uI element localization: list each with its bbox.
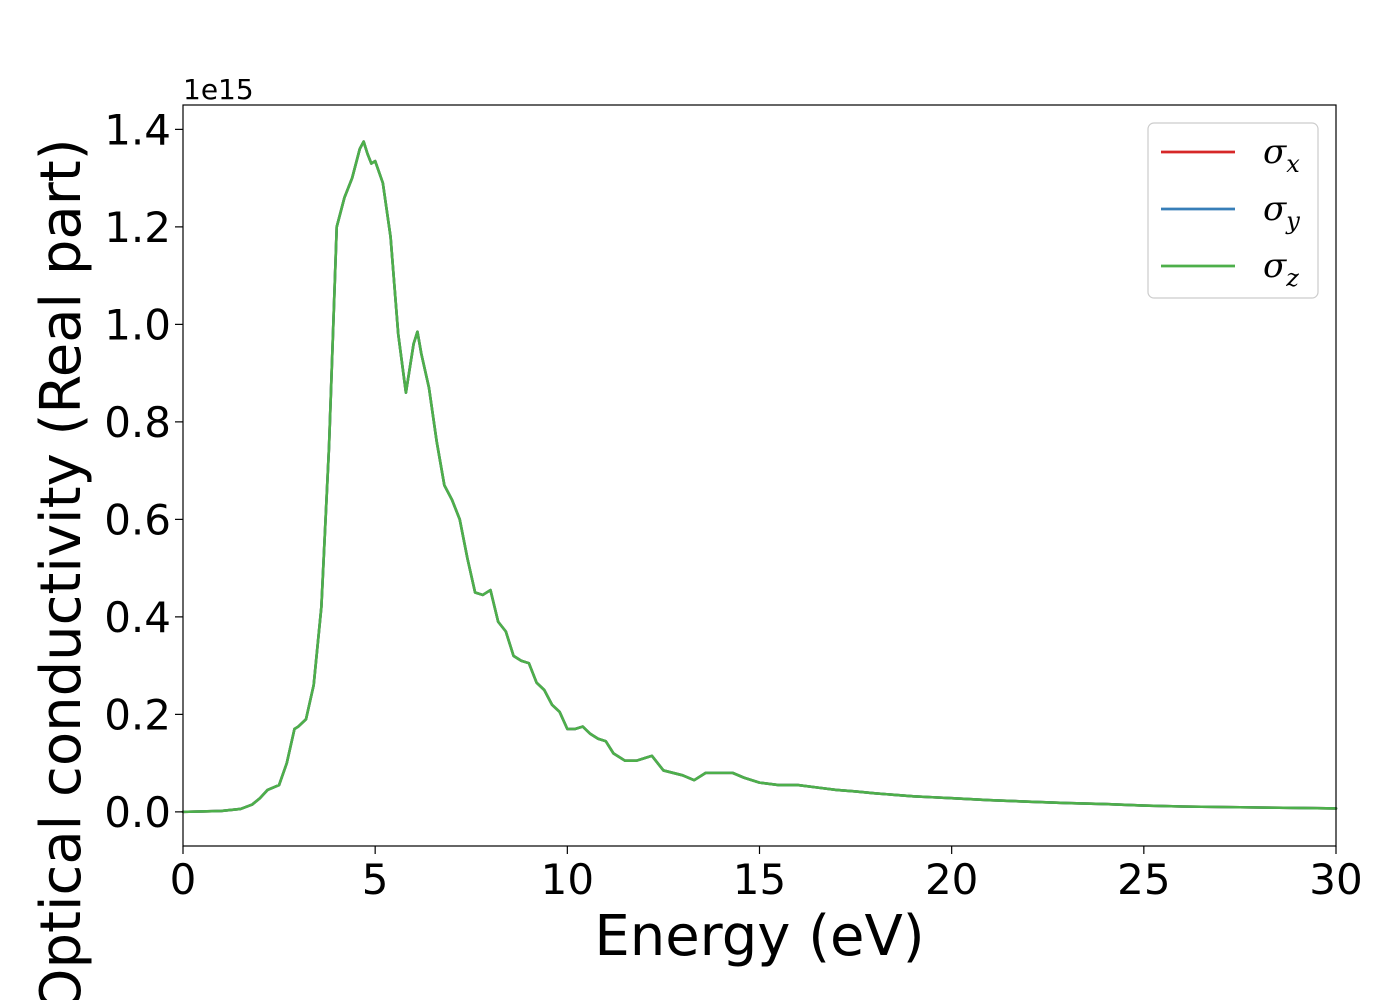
y-tick-label: 1.4	[104, 105, 171, 154]
x-axis-ticks: 0 5 10 15 20 25 30	[170, 846, 1363, 904]
y-tick-label: 0.6	[104, 495, 171, 544]
x-axis-title: Energy (eV)	[594, 904, 924, 969]
y-axis-offset-label: 1e15	[183, 73, 254, 106]
legend-label: σz	[1263, 246, 1299, 292]
x-tick-label: 10	[541, 855, 594, 904]
y-axis-title: Optical conductivity (Real part)	[29, 138, 94, 1000]
legend-label: σy	[1263, 189, 1300, 235]
y-tick-label: 0.8	[104, 398, 171, 447]
legend-label: σx	[1263, 132, 1300, 178]
series-layer	[181, 140, 1338, 814]
x-tick-label: 15	[733, 855, 786, 904]
series-line-sigma-z	[181, 140, 1338, 814]
x-tick-label: 30	[1309, 855, 1362, 904]
y-tick-label: 0.4	[104, 593, 171, 642]
y-axis-ticks: 0.0 0.2 0.4 0.6 0.8 1.0 1.2 1.4	[104, 105, 183, 837]
legend: σx σy σz	[1147, 122, 1319, 299]
y-tick-label: 1.0	[104, 300, 171, 349]
x-tick-label: 25	[1117, 855, 1170, 904]
y-tick-label: 1.2	[104, 203, 171, 252]
legend-box	[1147, 122, 1319, 299]
y-tick-label: 0.2	[104, 690, 171, 739]
x-tick-label: 20	[925, 855, 978, 904]
x-tick-label: 0	[170, 855, 197, 904]
y-tick-label: 0.0	[104, 788, 171, 837]
x-tick-label: 5	[362, 855, 389, 904]
